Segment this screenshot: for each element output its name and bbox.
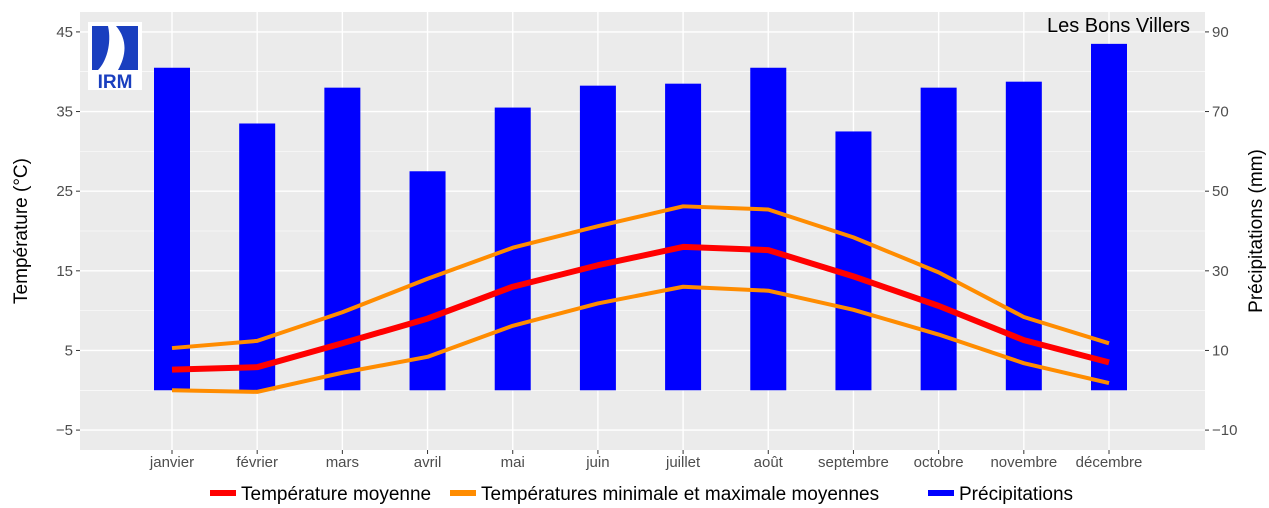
legend-swatch [928,490,954,496]
right-axis-title: Précipitations (mm) [1246,149,1267,313]
x-tick-label: juillet [665,454,701,471]
legend-label: Précipitations [959,484,1073,505]
left-tick-label: 25 [56,183,73,200]
legend-swatch [210,490,236,496]
right-tick-label: −10 [1212,422,1237,439]
right-tick-label: 90 [1212,24,1229,41]
left-tick-label: 15 [56,263,73,280]
left-axis-ticks: −5 5 15 25 35 45 [56,24,80,439]
left-tick-label: −5 [56,422,73,439]
x-tick-label: septembre [818,454,889,471]
legend: Température moyenne Températures minimale… [210,484,1073,505]
x-tick-label: mai [501,454,525,471]
bar-precipitation-octobre [920,87,957,391]
x-tick-label: octobre [914,454,964,471]
line-temperature-max [171,204,1110,351]
bar-precipitation-décembre [1091,43,1127,391]
bar-precipitation-juillet [665,83,702,391]
right-axis-ticks: −10 10 30 50 70 90 [1205,24,1237,439]
legend-label: Température moyenne [241,484,431,505]
irm-logo: IRM [88,22,142,93]
line-temperature-min [171,284,1110,394]
x-tick-label: novembre [990,454,1057,471]
x-tick-label: avril [414,454,442,471]
legend-label: Températures minimale et maximale moyenn… [481,484,879,505]
bar-precipitation-septembre [835,131,872,391]
legend-swatch [450,490,476,496]
right-tick-label: 50 [1212,183,1229,200]
x-tick-label: décembre [1076,454,1143,471]
x-tick-label: février [236,454,278,471]
bar-precipitation-août [750,67,787,391]
right-tick-label: 30 [1212,263,1229,280]
bar-precipitation-février [239,123,276,391]
bar-precipitation-janvier [154,67,190,391]
place-label: Les Bons Villers [1047,15,1190,37]
logo-text: IRM [98,72,133,93]
left-axis-title: Température (°C) [11,158,32,304]
right-tick-label: 70 [1212,104,1229,121]
left-tick-label: 45 [56,24,73,41]
bar-precipitation-juin [579,85,616,391]
temperature-lines [171,204,1110,394]
right-tick-label: 10 [1212,342,1229,359]
line-temperature-mean [171,243,1110,373]
x-tick-label: janvier [149,454,194,471]
x-tick-label: mars [326,454,359,471]
x-tick-label: août [754,454,784,471]
x-axis-ticks: janvier février mars avril mai juin juillet aoû… [149,450,1142,471]
left-tick-label: 35 [56,104,73,121]
x-tick-label: juin [585,454,609,471]
left-tick-label: 5 [65,342,73,359]
